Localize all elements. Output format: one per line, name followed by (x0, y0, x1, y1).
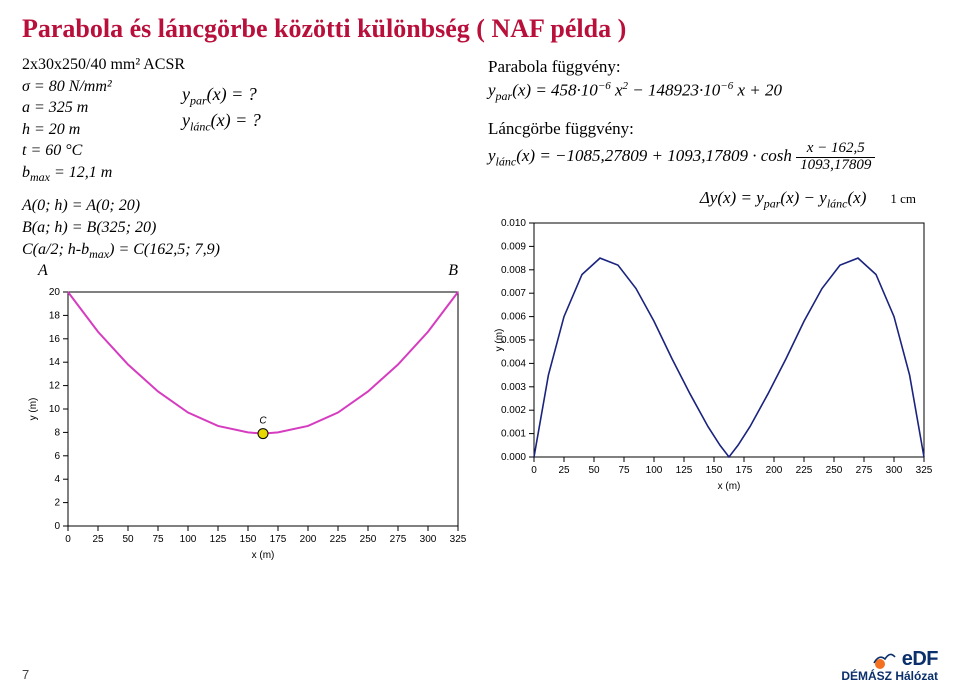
svg-text:0.002: 0.002 (501, 405, 526, 416)
parabola-fn-eq: ypar(x) = 458·10−6 x2 − 148923·10−6 x + … (488, 80, 948, 104)
svg-text:C: C (259, 415, 267, 426)
svg-text:0: 0 (54, 521, 60, 532)
svg-text:x (m): x (m) (252, 550, 275, 561)
svg-text:200: 200 (766, 465, 783, 476)
svg-text:12: 12 (49, 381, 61, 392)
point-B: B(a; h) = B(325; 20) (22, 217, 482, 239)
svg-text:100: 100 (180, 534, 197, 545)
eq-ylanc-q: ylánc(x) = ? (182, 108, 261, 135)
page-number: 7 (22, 667, 29, 682)
param-h: h = 20 m (22, 119, 182, 141)
svg-text:300: 300 (886, 465, 903, 476)
svg-text:4: 4 (54, 474, 60, 485)
svg-text:300: 300 (420, 534, 437, 545)
demasz-subtext: DÉMÁSZ Hálózat (841, 670, 938, 682)
svg-text:18: 18 (49, 310, 61, 321)
svg-text:2: 2 (54, 498, 60, 509)
params-block: 2x30x250/40 mm² ACSR σ = 80 N/mm² a = 32… (22, 54, 482, 185)
svg-text:y (m): y (m) (494, 329, 505, 352)
left-chart: 0 25 50 75 100 125 150 175 200 225 250 275 300 325 0 2 4… (22, 284, 482, 569)
point-C: C(a/2; h-bmax) = C(162,5; 7,9) (22, 239, 482, 262)
label-A: A (38, 262, 48, 280)
svg-text:x (m): x (m) (718, 481, 741, 492)
svg-text:125: 125 (210, 534, 227, 545)
svg-text:0.010: 0.010 (501, 218, 526, 229)
svg-text:0: 0 (65, 534, 71, 545)
param-bmax: bmax = 12,1 m (22, 162, 182, 185)
points-block: A(0; h) = A(0; 20) B(a; h) = B(325; 20) … (22, 195, 482, 262)
svg-text:325: 325 (916, 465, 933, 476)
svg-text:0.000: 0.000 (501, 452, 526, 463)
svg-text:14: 14 (49, 357, 61, 368)
param-a: a = 325 m (22, 97, 182, 119)
param-sigma: σ = 80 N/mm² (22, 76, 182, 98)
svg-text:6: 6 (54, 451, 60, 462)
svg-text:25: 25 (558, 465, 570, 476)
svg-text:50: 50 (122, 534, 134, 545)
delta-y-row: Δy(x) = ypar(x) − ylánc(x) 1 cm (488, 188, 948, 211)
svg-text:25: 25 (92, 534, 104, 545)
label-B: B (448, 262, 458, 280)
svg-text:0.007: 0.007 (501, 288, 526, 299)
svg-text:0.003: 0.003 (501, 382, 526, 393)
ab-labels: A B (22, 262, 482, 280)
catenary-fn-header: Láncgörbe függvény: (488, 116, 948, 142)
svg-text:150: 150 (240, 534, 257, 545)
parabola-fn-header: Parabola függvény: (488, 54, 948, 80)
svg-text:0.001: 0.001 (501, 429, 526, 440)
svg-text:75: 75 (618, 465, 630, 476)
svg-text:0.006: 0.006 (501, 312, 526, 323)
svg-text:8: 8 (54, 427, 60, 438)
svg-text:0.009: 0.009 (501, 241, 526, 252)
edf-logo-icon (872, 648, 896, 670)
delta-y-eq: Δy(x) = ypar(x) − ylánc(x) (700, 188, 867, 211)
svg-text:175: 175 (736, 465, 753, 476)
svg-text:225: 225 (330, 534, 347, 545)
spec-line: 2x30x250/40 mm² ACSR (22, 54, 482, 76)
svg-text:200: 200 (300, 534, 317, 545)
edf-logo-text: eDF (902, 649, 938, 669)
page-title: Parabola és láncgörbe közötti különbség … (0, 0, 960, 44)
difference-chart-svg: 0 25 50 75 100 125 150 175 200 225 250 275 300 325 0.0… (488, 215, 938, 495)
right-column: Parabola függvény: ypar(x) = 458·10−6 x2… (488, 54, 948, 569)
eq-ypar-q: ypar(x) = ? (182, 82, 261, 109)
right-chart: 0 25 50 75 100 125 150 175 200 225 250 275 300 325 0.0… (488, 215, 948, 500)
svg-text:175: 175 (270, 534, 287, 545)
logo-block: eDF DÉMÁSZ Hálózat (841, 648, 938, 682)
one-cm-label: 1 cm (890, 191, 916, 207)
svg-text:225: 225 (796, 465, 813, 476)
svg-text:250: 250 (826, 465, 843, 476)
page-footer: 7 eDF DÉMÁSZ Hálózat (0, 648, 960, 682)
svg-text:75: 75 (152, 534, 164, 545)
svg-text:275: 275 (390, 534, 407, 545)
svg-text:y (m): y (m) (28, 398, 39, 421)
svg-text:10: 10 (49, 404, 61, 415)
content-row: 2x30x250/40 mm² ACSR σ = 80 N/mm² a = 32… (0, 44, 960, 569)
svg-text:275: 275 (856, 465, 873, 476)
parabola-chart-svg: 0 25 50 75 100 125 150 175 200 225 250 275 300 325 0 2 4… (22, 284, 472, 564)
svg-text:0: 0 (531, 465, 537, 476)
svg-text:20: 20 (49, 287, 61, 298)
catenary-fn-eq: ylánc(x) = −1085,27809 + 1093,17809 · co… (488, 141, 948, 174)
left-column: 2x30x250/40 mm² ACSR σ = 80 N/mm² a = 32… (22, 54, 482, 569)
point-A: A(0; h) = A(0; 20) (22, 195, 482, 217)
svg-text:0.004: 0.004 (501, 358, 526, 369)
svg-text:325: 325 (450, 534, 467, 545)
svg-text:0.008: 0.008 (501, 265, 526, 276)
svg-text:16: 16 (49, 334, 61, 345)
svg-text:250: 250 (360, 534, 377, 545)
svg-text:100: 100 (646, 465, 663, 476)
param-t: t = 60 °C (22, 140, 182, 162)
svg-text:50: 50 (588, 465, 600, 476)
svg-text:150: 150 (706, 465, 723, 476)
svg-text:125: 125 (676, 465, 693, 476)
